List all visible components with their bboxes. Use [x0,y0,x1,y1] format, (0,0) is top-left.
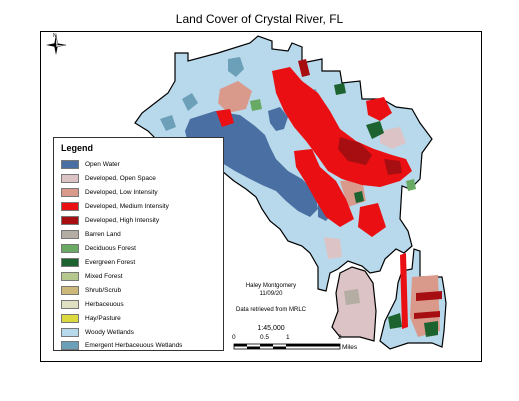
legend-swatch [61,159,79,169]
legend-label: Hay/Pasture [85,314,121,322]
legend-item-barren-land: Barren Land [61,229,121,239]
legend-label: Barren Land [85,230,121,238]
author-name: Haley Montgomery [245,283,297,289]
legend-item-mixed-forest: Mixed Forest [61,271,123,281]
medium-intensity-core [272,67,412,187]
north-arrow-icon [46,34,67,55]
legend-swatch [61,313,79,323]
legend-swatch [61,327,79,337]
legend-label: Open Water [85,160,120,168]
legend-item-developed-low: Developed, Low Intensity [61,187,158,197]
legend-label: Developed, Medium Intensity [85,202,169,210]
legend-swatch [61,243,79,253]
legend-label: Deciduous Forest [85,244,136,252]
map-title: Land Cover of Crystal River, FL [175,12,344,26]
scale-units: Miles [342,344,358,351]
legend-label: Developed, High Intensity [85,216,160,224]
legend-title: Legend [61,143,94,153]
legend-label: Developed, Low Intensity [85,188,158,196]
legend-label: Herbaceuous [85,300,124,308]
legend-label: Woody Wetlands [85,328,134,336]
scale-tick-0: 0 [232,334,236,341]
scale-tick-3: 2 [338,334,342,341]
map-date: 11/09/20 [259,291,283,297]
legend-swatch [61,257,79,267]
legend-item-hay-pasture: Hay/Pasture [61,313,121,323]
legend-box: Legend Open Water Developed, Open Space … [53,137,224,351]
north-label: N [53,33,57,39]
legend-swatch [61,271,79,281]
legend-item-developed-open-space: Developed, Open Space [61,173,156,183]
legend-label: Emergent Herbaceuous Wetlands [85,341,183,349]
legend-label: Shrub/Scrub [85,286,122,294]
legend-swatch [61,229,79,239]
legend-swatch [61,201,79,211]
legend-label: Developed, Open Space [85,174,156,182]
map-canvas [46,34,447,350]
legend-item-woody-wetlands: Woody Wetlands [61,327,134,337]
legend-swatch [61,173,79,183]
legend-item-evergreen-forest: Evergreen Forest [61,257,135,267]
legend-swatch [61,285,79,295]
legend-item-open-water: Open Water [61,159,120,169]
southwest-strip [331,266,377,342]
scale-bar [233,343,341,350]
legend-item-deciduous-forest: Deciduous Forest [61,243,136,253]
legend-swatch [61,215,79,225]
scale-ratio: 1:45,000 [257,325,285,332]
legend-item-developed-high: Developed, High Intensity [61,215,159,225]
legend-item-developed-medium: Developed, Medium Intensity [61,201,169,211]
scale-tick-1: 0.5 [260,334,270,341]
data-source: Data retrieved from MRLC [235,307,307,313]
legend-label: Mixed Forest [85,272,123,280]
legend-swatch [61,187,79,197]
legend-item-shrub-scrub: Shrub/Scrub [61,285,121,295]
legend-label: Evergreen Forest [85,258,136,266]
scale-tick-2: 1 [286,334,290,341]
legend-item-herbaceous: Herbaceuous [61,299,124,309]
legend-swatch [61,299,79,309]
legend-item-emergent-wetlands: Emergent Herbaceuous Wetlands [61,340,182,350]
legend-swatch [61,340,79,350]
